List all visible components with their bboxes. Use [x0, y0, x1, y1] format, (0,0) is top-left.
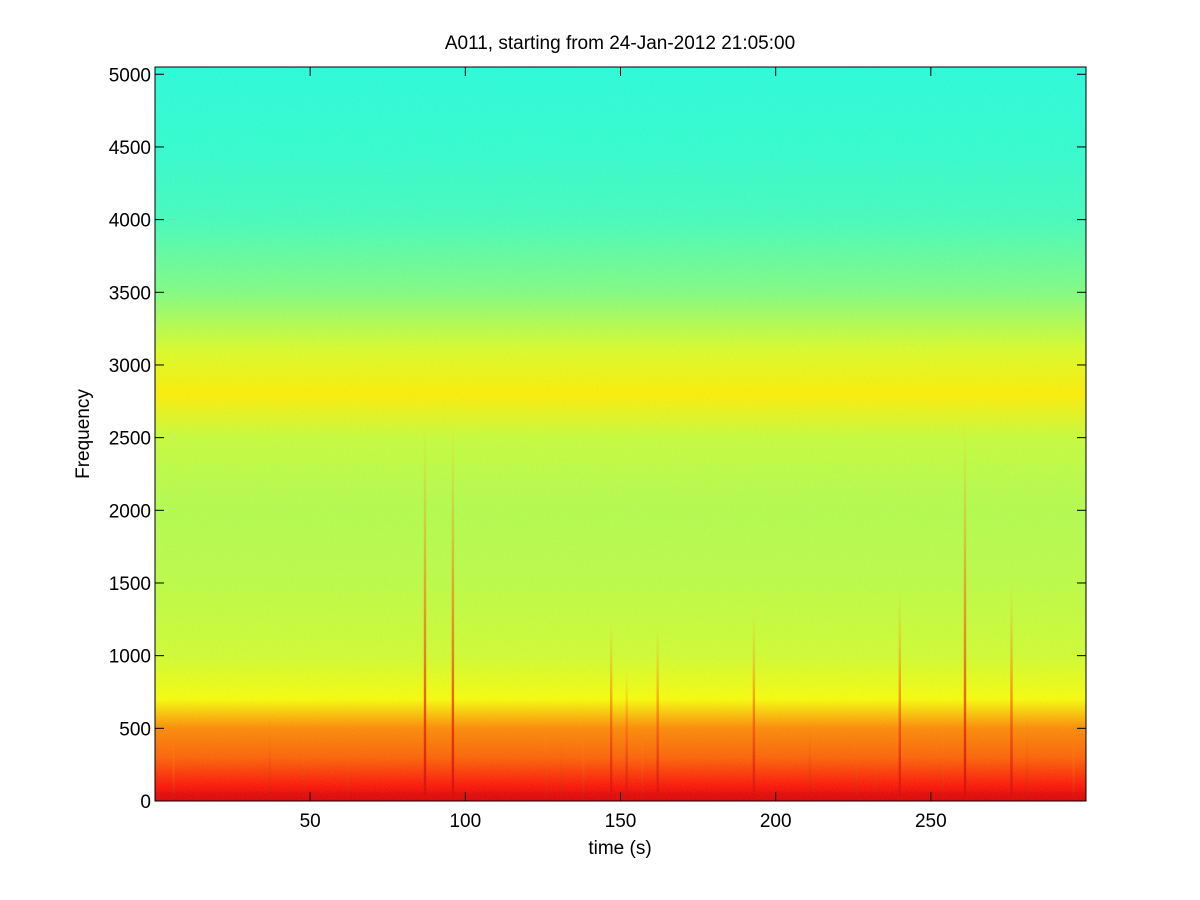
plot-area: [155, 67, 1086, 801]
y-tick-label: 0: [140, 792, 151, 813]
y-tick-label: 2500: [109, 429, 151, 450]
x-tick-label: 50: [300, 811, 321, 832]
y-tick-label: 1500: [109, 574, 151, 595]
x-tick-label: 150: [605, 811, 637, 832]
x-axis-label: time (s): [588, 838, 651, 859]
y-tick-label: 500: [119, 719, 151, 740]
noise-texture: [155, 67, 1086, 801]
x-axis: 50 100 150 200 250: [300, 67, 947, 832]
y-axis-label: Frequency: [73, 389, 94, 479]
x-tick-label: 250: [915, 811, 947, 832]
y-tick-label: 4000: [109, 211, 151, 232]
x-tick-label: 100: [449, 811, 481, 832]
y-tick-label: 1000: [109, 647, 151, 668]
y-tick-label: 5000: [109, 65, 151, 86]
chart-title: A011, starting from 24-Jan-2012 21:05:00: [445, 33, 795, 54]
y-axis: 0 500 1000 1500 2000 2500 3000 3500 4000 4500 5000: [109, 65, 1086, 813]
y-tick-label: 2000: [109, 501, 151, 522]
x-tick-label: 200: [760, 811, 792, 832]
y-tick-label: 3000: [109, 356, 151, 377]
y-tick-label: 4500: [109, 138, 151, 159]
y-tick-label: 3500: [109, 283, 151, 304]
